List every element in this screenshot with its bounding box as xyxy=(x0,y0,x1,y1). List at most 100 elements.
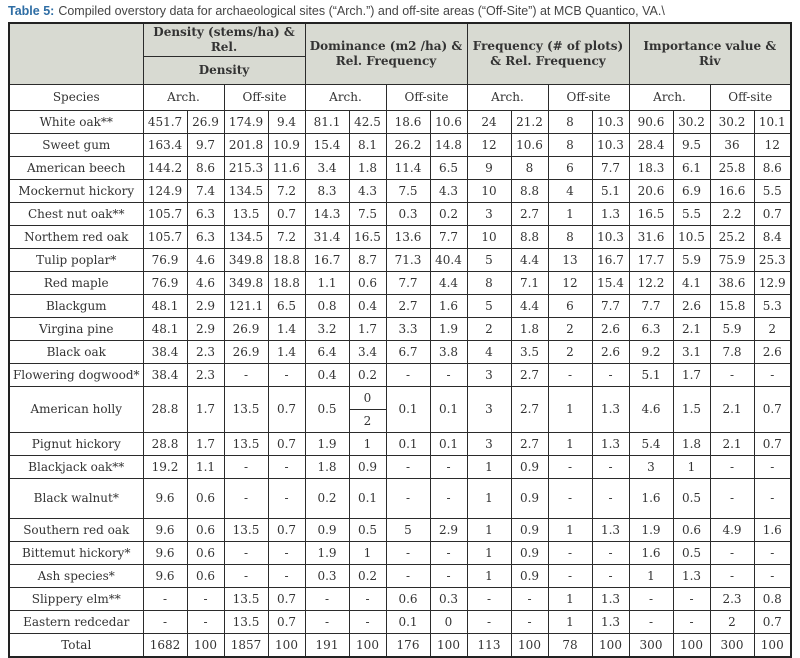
table-row: American beech 144.2 8.6 215.3 11.6 3.4 1.8 11.… xyxy=(8,156,792,180)
table-row: Chest nut oak** 105.7 6.3 13.5 0.7 14.3 7.5 0.3… xyxy=(8,202,792,226)
data-cell: 7.7 xyxy=(591,294,630,318)
data-cell: - xyxy=(466,587,512,611)
data-cell: - xyxy=(628,587,674,611)
data-cell: 0.1 xyxy=(429,432,468,456)
data-cell: 0.2 xyxy=(304,478,350,519)
data-cell: - xyxy=(429,455,468,479)
data-cell: 36 xyxy=(709,133,755,157)
data-cell: 100 xyxy=(186,633,225,658)
data-cell: 0.1 xyxy=(429,386,468,433)
data-cell: - xyxy=(385,478,431,519)
data-cell: 4.6 xyxy=(186,271,225,295)
table-row: Ash species* 9.6 0.6- -0.3 0.2- -1 0.9- -1 1.3- - xyxy=(8,564,792,588)
table-row: Pignut hickory 28.8 1.7 13.5 0.7 1.9 1 0.1 0.1 3 2… xyxy=(8,432,792,456)
table-row: Tulip poplar* 76.9 4.6 349.8 18.8 16.7 8.7 71.3… xyxy=(8,248,792,272)
data-cell: - xyxy=(753,564,792,588)
data-cell: 30.2 xyxy=(709,110,755,134)
data-cell: 10.6 xyxy=(429,110,468,134)
data-cell: 2 xyxy=(753,317,792,341)
data-cell: 0.9 xyxy=(510,564,549,588)
data-cell: 1.4 xyxy=(267,317,306,341)
species-cell: American beech xyxy=(8,156,144,180)
frequency-offsite-header: Off-site xyxy=(547,84,630,111)
data-cell: 8.7 xyxy=(348,248,387,272)
data-cell: 31.4 xyxy=(304,225,350,249)
data-cell: 121.1 xyxy=(223,294,269,318)
table-row: Northem red oak 105.7 6.3 134.5 7.2 31.4 16.5 1… xyxy=(8,225,792,249)
data-cell: - xyxy=(267,541,306,565)
data-cell: 1.7 xyxy=(186,432,225,456)
data-cell: 10.6 xyxy=(510,133,549,157)
data-cell: 8 xyxy=(510,156,549,180)
header-group-row-1: Density (stems/ha) & Rel. Dominance (m2 … xyxy=(8,22,792,85)
data-cell: 2 xyxy=(709,610,755,634)
data-cell: - xyxy=(348,610,387,634)
group-importance: Importance value & Riv xyxy=(628,22,792,85)
table-row: Virgina pine 48.1 2.9 26.9 1.4 3.2 1.7 3.3 1.9 2 1… xyxy=(8,317,792,341)
data-cell: - xyxy=(304,610,350,634)
data-cell: 4.1 xyxy=(672,271,711,295)
data-cell: 0.1 xyxy=(385,386,431,433)
data-cell: 13 xyxy=(547,248,593,272)
data-cell: 78 xyxy=(547,633,593,658)
data-cell: 100 xyxy=(591,633,630,658)
data-cell: 5.1 xyxy=(628,363,674,387)
data-cell: - xyxy=(709,455,755,479)
data-cell: 100 xyxy=(753,633,792,658)
data-cell: 16.7 xyxy=(304,248,350,272)
data-cell: 7.5 xyxy=(348,202,387,226)
data-cell: - xyxy=(547,541,593,565)
species-cell: White oak** xyxy=(8,110,144,134)
data-cell: - xyxy=(672,587,711,611)
data-cell: 7.5 xyxy=(385,179,431,203)
data-cell: 2.9 xyxy=(186,317,225,341)
data-cell: 2.7 xyxy=(385,294,431,318)
data-cell: 7.7 xyxy=(628,294,674,318)
data-cell: - xyxy=(547,478,593,519)
data-cell-split-bottom: 2 xyxy=(348,409,387,433)
data-cell: 13.5 xyxy=(223,587,269,611)
data-cell: 100 xyxy=(672,633,711,658)
data-cell: 38.4 xyxy=(142,340,188,364)
data-cell: 1 xyxy=(547,610,593,634)
data-cell: 451.7 xyxy=(142,110,188,134)
dominance-arch-header: Arch. xyxy=(304,84,387,111)
species-cell: Red maple xyxy=(8,271,144,295)
data-cell: 3 xyxy=(466,432,512,456)
data-cell: 1 xyxy=(547,587,593,611)
data-cell: 3.5 xyxy=(510,340,549,364)
group-frequency: Frequency (# of plots) & Rel. Frequency xyxy=(466,22,630,85)
data-cell: 9.4 xyxy=(267,110,306,134)
data-cell: 0.6 xyxy=(385,587,431,611)
data-cell: 1 xyxy=(348,432,387,456)
data-cell: 0.7 xyxy=(267,587,306,611)
data-cell: 0.7 xyxy=(267,518,306,542)
data-cell: 100 xyxy=(510,633,549,658)
data-cell: 4.6 xyxy=(186,248,225,272)
data-cell: 201.8 xyxy=(223,133,269,157)
data-cell: 0.7 xyxy=(267,610,306,634)
data-cell: 25.3 xyxy=(753,248,792,272)
data-cell: 11.4 xyxy=(385,156,431,180)
data-cell: 3.1 xyxy=(672,340,711,364)
data-cell: 100 xyxy=(429,633,468,658)
data-cell: 0.7 xyxy=(753,432,792,456)
data-cell: 15.8 xyxy=(709,294,755,318)
data-cell: 4.4 xyxy=(510,248,549,272)
table-row: Southern red oak 9.6 0.6 13.5 0.7 0.9 0.5 5 2.9 1… xyxy=(8,518,792,542)
data-cell: 12.2 xyxy=(628,271,674,295)
subheader-row: Species Arch. Off-site Arch. Off-site Ar… xyxy=(8,84,792,111)
data-cell: 163.4 xyxy=(142,133,188,157)
data-cell: 17.7 xyxy=(628,248,674,272)
data-cell: 1.5 xyxy=(672,386,711,433)
data-cell: 1.8 xyxy=(672,432,711,456)
data-cell: 1.6 xyxy=(429,294,468,318)
data-cell: 16.5 xyxy=(628,202,674,226)
data-cell: 1.6 xyxy=(628,541,674,565)
data-cell: 0.2 xyxy=(348,363,387,387)
data-cell: 8.3 xyxy=(304,179,350,203)
data-cell: 38.6 xyxy=(709,271,755,295)
data-cell: 48.1 xyxy=(142,317,188,341)
data-cell: 6.3 xyxy=(186,202,225,226)
data-cell: 5.5 xyxy=(672,202,711,226)
